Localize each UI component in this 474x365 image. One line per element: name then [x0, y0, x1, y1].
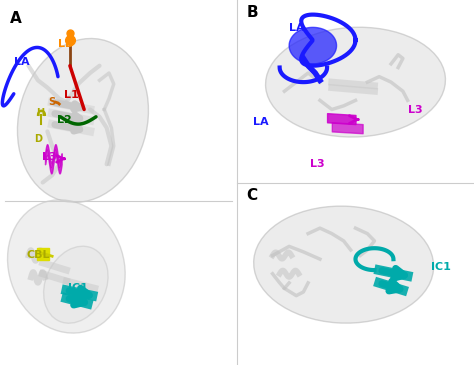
Text: L3: L3	[408, 105, 422, 115]
Text: B: B	[246, 5, 258, 20]
Text: CBL: CBL	[26, 250, 50, 261]
Text: L1: L1	[64, 90, 79, 100]
Text: IC1: IC1	[68, 283, 88, 293]
Text: D: D	[34, 134, 42, 144]
Text: LA: LA	[253, 117, 268, 127]
Text: IC1: IC1	[431, 262, 451, 272]
Text: LD: LD	[58, 39, 74, 49]
Text: L3: L3	[310, 159, 325, 169]
Text: A: A	[9, 11, 21, 26]
Ellipse shape	[18, 38, 148, 203]
Text: L3: L3	[43, 152, 57, 162]
Text: S: S	[48, 97, 56, 107]
Text: H: H	[36, 108, 45, 118]
Ellipse shape	[254, 206, 434, 323]
Ellipse shape	[265, 27, 446, 137]
Ellipse shape	[44, 246, 108, 323]
Ellipse shape	[8, 200, 125, 333]
Text: L2: L2	[56, 115, 72, 126]
Polygon shape	[289, 27, 337, 64]
Text: C: C	[246, 188, 257, 203]
Text: LA: LA	[14, 57, 29, 67]
Text: LA: LA	[289, 23, 305, 33]
